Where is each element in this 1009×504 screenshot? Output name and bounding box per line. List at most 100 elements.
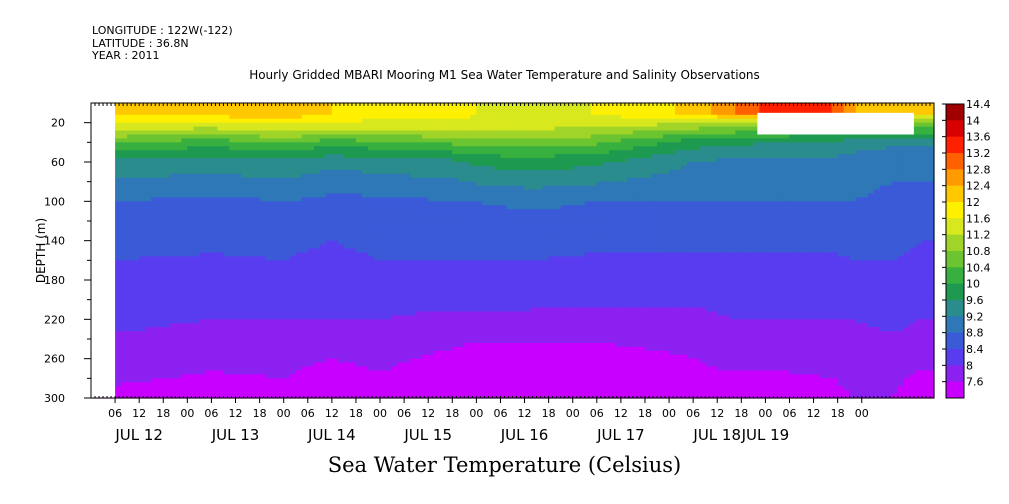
heatmap-cell	[422, 366, 429, 372]
heatmap-cell	[464, 126, 471, 132]
heatmap-cell	[422, 283, 429, 289]
heatmap-cell	[307, 213, 315, 218]
heatmap-cell	[283, 272, 291, 277]
heatmap-cell	[259, 142, 267, 147]
heatmap-cell	[458, 185, 465, 191]
heatmap-cell	[163, 252, 170, 257]
heatmap-cell	[325, 370, 333, 375]
heatmap-cell	[151, 386, 158, 391]
heatmap-cell	[422, 103, 429, 108]
heatmap-cell	[277, 390, 285, 395]
heatmap-cell	[410, 122, 417, 128]
heatmap-cell	[277, 327, 285, 332]
heatmap-cell	[337, 201, 345, 206]
heatmap-cell	[392, 315, 399, 320]
heatmap-cell	[301, 126, 309, 132]
heatmap-cell	[367, 370, 375, 375]
heatmap-cell	[199, 287, 207, 293]
heatmap-cell	[133, 240, 140, 246]
heatmap-cell	[205, 150, 213, 155]
heatmap-cell	[181, 366, 188, 372]
heatmap-cell	[151, 394, 158, 399]
heatmap-cell	[416, 103, 423, 108]
heatmap-cell	[271, 185, 279, 191]
heatmap-cell	[404, 158, 411, 163]
heatmap-cell	[458, 268, 465, 273]
heatmap-cell	[163, 390, 170, 395]
heatmap-cell	[355, 366, 363, 372]
heatmap-cell	[217, 311, 225, 316]
heatmap-cell	[223, 213, 231, 218]
heatmap-cell	[211, 276, 219, 281]
heatmap-cell	[187, 201, 194, 206]
heatmap-cell	[367, 244, 375, 250]
heatmap-cell	[223, 221, 231, 226]
heatmap-cell	[193, 319, 200, 324]
heatmap-cell	[355, 323, 363, 328]
heatmap-cell	[349, 201, 357, 206]
heatmap-cell	[133, 256, 140, 261]
heatmap-cell	[271, 189, 279, 195]
heatmap-cell	[187, 209, 194, 214]
heatmap-cell	[229, 291, 237, 297]
heatmap-cell	[307, 390, 315, 395]
heatmap-cell	[331, 228, 339, 234]
heatmap-cell	[337, 181, 345, 187]
heatmap-cell	[139, 327, 146, 332]
heatmap-cell	[337, 177, 345, 183]
heatmap-cell	[175, 378, 182, 383]
heatmap-cell	[488, 240, 496, 246]
heatmap-cell	[169, 244, 176, 250]
heatmap-cell	[367, 272, 375, 277]
heatmap-cell	[319, 386, 327, 391]
heatmap-cell	[380, 335, 387, 340]
year-label: YEAR : 2011	[92, 49, 160, 62]
heatmap-cell	[133, 248, 140, 254]
heatmap-cell	[355, 201, 363, 206]
heatmap-cell	[115, 280, 122, 285]
heatmap-cell	[410, 118, 417, 124]
heatmap-cell	[157, 232, 164, 238]
heatmap-cell	[127, 228, 134, 234]
heatmap-cell	[331, 374, 339, 379]
heatmap-cell	[464, 319, 471, 324]
heatmap-cell	[464, 323, 471, 328]
heatmap-cell	[151, 193, 158, 198]
heatmap-cell	[476, 370, 483, 375]
heatmap-cell	[235, 162, 243, 167]
heatmap-cell	[428, 394, 435, 399]
heatmap-cell	[440, 228, 447, 234]
heatmap-cell	[199, 110, 207, 116]
heatmap-cell	[392, 185, 399, 191]
heatmap-cell	[446, 358, 453, 364]
heatmap-cell	[151, 158, 158, 163]
heatmap-cell	[355, 240, 363, 246]
heatmap-cell	[361, 386, 369, 391]
heatmap-cell	[139, 339, 146, 344]
heatmap-cell	[139, 126, 146, 132]
heatmap-cell	[283, 374, 291, 379]
heatmap-cell	[235, 244, 243, 250]
heatmap-cell	[482, 323, 490, 328]
heatmap-cell	[151, 240, 158, 246]
heatmap-cell	[458, 205, 465, 210]
heatmap-cell	[265, 126, 273, 132]
heatmap-cell	[205, 205, 213, 210]
heatmap-cell	[361, 103, 369, 108]
heatmap-cell	[319, 323, 327, 328]
heatmap-cell	[157, 146, 164, 151]
heatmap-cell	[458, 173, 465, 179]
heatmap-cell	[313, 217, 321, 222]
heatmap-cell	[452, 299, 459, 305]
heatmap-cell	[410, 106, 417, 112]
heatmap-cell	[217, 346, 225, 352]
heatmap-cell	[452, 154, 459, 159]
heatmap-cell	[211, 142, 219, 147]
longitude-label: LONGITUDE : 122W(-122)	[92, 24, 233, 37]
heatmap-cell	[217, 228, 225, 234]
heatmap-cell	[416, 303, 423, 309]
heatmap-cell	[422, 346, 429, 352]
heatmap-cell	[476, 130, 483, 136]
heatmap-cell	[313, 236, 321, 242]
heatmap-cell	[355, 276, 363, 281]
